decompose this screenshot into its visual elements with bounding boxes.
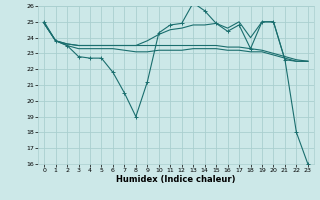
X-axis label: Humidex (Indice chaleur): Humidex (Indice chaleur) [116,175,236,184]
